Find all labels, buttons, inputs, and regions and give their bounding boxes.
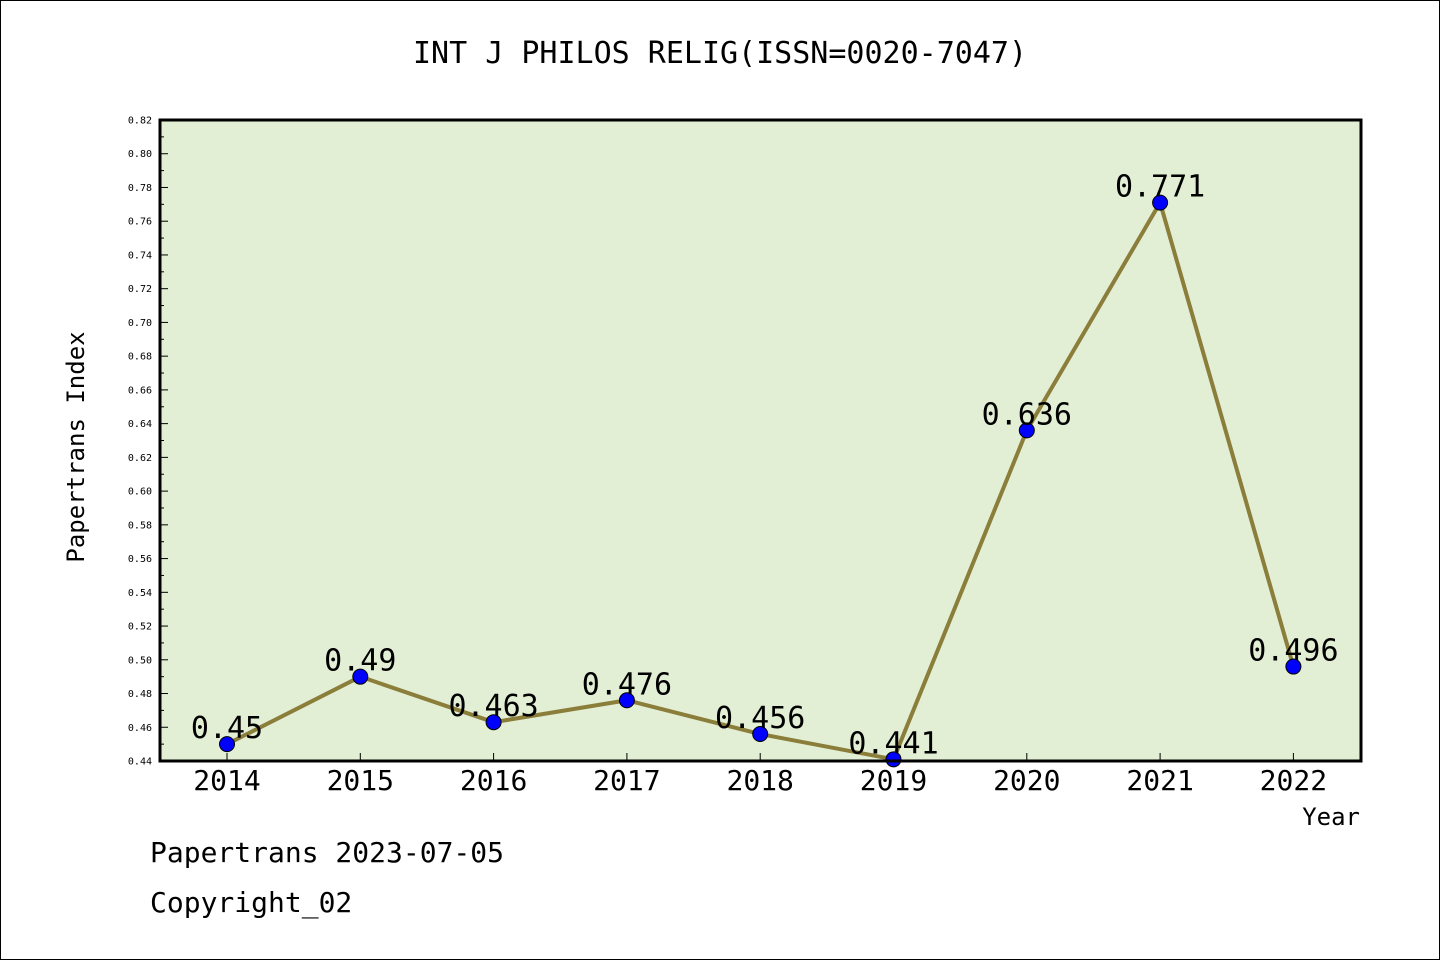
y-tick-label: 0.82 — [128, 116, 152, 127]
plot-border — [158, 118, 1363, 763]
y-tick-label: 0.76 — [128, 217, 152, 228]
y-tick-label: 0.80 — [128, 149, 152, 160]
data-point — [1018, 422, 1035, 439]
y-tick-label: 0.56 — [128, 554, 152, 565]
y-tick-label: 0.70 — [128, 318, 152, 329]
data-label: 0.441 — [848, 726, 938, 761]
y-tick-label: 0.44 — [128, 757, 152, 768]
x-tick-label: 2022 — [1260, 764, 1327, 797]
y-tick-label: 0.46 — [128, 723, 152, 734]
x-axis: 2014 2015 2016 2017 2018 2019 2020 2021 2022 — [193, 753, 1327, 797]
y-axis: 0.44 0.46 0.48 0.50 0.52 0.54 0.56 0.58 0.60 0.62… — [128, 116, 168, 768]
x-axis-label: Year — [1302, 803, 1360, 831]
data-label: 0.636 — [982, 397, 1072, 432]
plot-area — [160, 120, 1361, 761]
data-labels: 0.45 0.49 0.463 0.476 0.456 0.441 0.636 0.771 0.… — [191, 170, 1339, 762]
data-markers — [219, 194, 1302, 768]
y-axis-label: Papertrans Index — [62, 331, 90, 562]
x-tick-label: 2017 — [593, 764, 660, 797]
data-point — [1285, 658, 1302, 675]
y-tick-label: 0.50 — [128, 655, 152, 666]
data-point — [885, 751, 902, 768]
data-label: 0.456 — [715, 701, 805, 736]
data-label: 0.771 — [1115, 170, 1205, 205]
footer-date: Papertrans 2023-07-05 — [150, 836, 505, 869]
data-label: 0.45 — [191, 711, 263, 746]
x-tick-label: 2016 — [460, 764, 527, 797]
y-tick-label: 0.60 — [128, 487, 152, 498]
data-label: 0.463 — [448, 689, 538, 724]
data-point — [1152, 194, 1169, 211]
data-point — [485, 714, 502, 731]
x-tick-label: 2021 — [1126, 764, 1193, 797]
x-tick-label: 2015 — [327, 764, 394, 797]
y-tick-label: 0.54 — [128, 588, 152, 599]
y-tick-label: 0.58 — [128, 520, 152, 531]
y-tick-label: 0.74 — [128, 250, 152, 261]
x-tick-label: 2014 — [193, 764, 260, 797]
x-tick-label: 2019 — [860, 764, 927, 797]
data-label: 0.476 — [582, 667, 672, 702]
y-tick-label: 0.78 — [128, 183, 152, 194]
footer-copyright: Copyright_02 — [150, 886, 353, 919]
data-point — [352, 668, 369, 685]
y-tick-label: 0.48 — [128, 689, 152, 700]
y-tick-label: 0.64 — [128, 419, 152, 430]
x-tick-label: 2020 — [993, 764, 1060, 797]
data-label: 0.49 — [324, 644, 396, 679]
data-point — [219, 736, 235, 753]
y-tick-label: 0.68 — [128, 352, 152, 363]
y-tick-label: 0.72 — [128, 284, 152, 295]
y-tick-label: 0.52 — [128, 622, 152, 633]
y-tick-label: 0.62 — [128, 453, 152, 464]
data-point — [752, 726, 769, 743]
data-label: 0.496 — [1248, 634, 1338, 669]
y-tick-label: 0.66 — [128, 385, 152, 396]
chart-title: INT J PHILOS RELIG(ISSN=0020-7047) — [412, 36, 1028, 71]
data-point — [618, 692, 635, 709]
x-tick-label: 2018 — [726, 764, 793, 797]
